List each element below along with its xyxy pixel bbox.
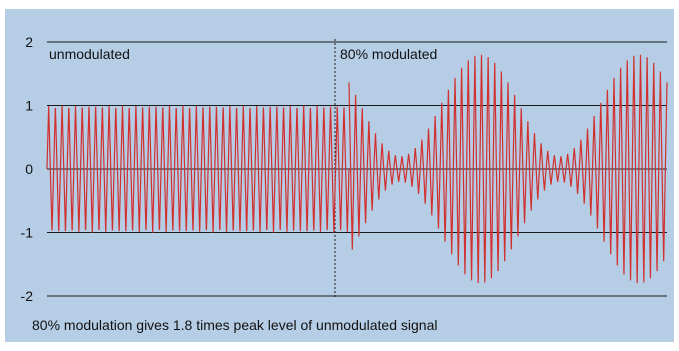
annotation-unmodulated: unmodulated: [49, 46, 130, 62]
chart-caption: 80% modulation gives 1.8 times peak leve…: [32, 317, 438, 333]
y-axis-ticks: 2 1 0 -1 -2: [21, 34, 34, 304]
chart-plot: 2 1 0 -1 -2 unmodulated 80% modulated: [21, 34, 668, 304]
y-tick-label: -2: [21, 288, 34, 304]
chart-panel: 2 1 0 -1 -2 unmodulated 80% modulated 80% mo…: [5, 9, 674, 342]
y-tick-label: 1: [25, 98, 33, 114]
annotation-modulated: 80% modulated: [340, 46, 437, 62]
unmodulated-signal-line: [46, 105, 350, 233]
y-tick-label: 2: [25, 34, 33, 50]
y-tick-label: -1: [21, 225, 34, 241]
y-tick-label: 0: [25, 161, 33, 177]
modulated-signal-line: [348, 54, 668, 284]
